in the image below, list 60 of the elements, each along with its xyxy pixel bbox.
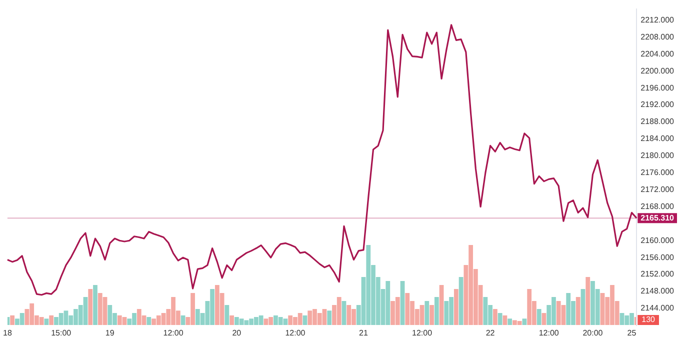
bar — [88, 289, 93, 326]
x-tick-label: 15:00 — [51, 328, 72, 338]
y-tick-label: 2172.000 — [640, 184, 675, 194]
y-tick-label: 2144.000 — [640, 304, 675, 313]
bar — [542, 313, 546, 326]
bar — [576, 297, 580, 326]
y-tick-label: 2184.000 — [640, 134, 675, 144]
x-tick-label: 12:00 — [163, 328, 184, 338]
bar — [230, 316, 234, 326]
y-tick-label: 2196.000 — [640, 83, 675, 92]
bar — [93, 285, 98, 326]
bar — [302, 316, 308, 326]
y-tick-label: 2188.000 — [640, 117, 675, 126]
y-tick-label: 2204.000 — [640, 49, 675, 58]
x-tick-label: 12:00 — [412, 328, 433, 338]
bar — [586, 277, 590, 326]
bar — [10, 316, 15, 326]
bar — [508, 318, 512, 326]
bar — [327, 310, 332, 326]
x-tick-label: 18 — [2, 328, 12, 338]
bar — [580, 289, 586, 326]
bar — [224, 305, 230, 326]
y-tick-label: 2192.000 — [640, 100, 675, 110]
x-tick-label: 22 — [486, 328, 496, 338]
x-tick-label: 21 — [359, 328, 368, 338]
y-tick-label: 2152.000 — [640, 270, 675, 279]
y-tick-label: 2200.000 — [640, 66, 675, 76]
x-tick-label: 12:00 — [538, 328, 560, 338]
x-tick-label: 20 — [232, 328, 242, 338]
bar — [430, 305, 434, 326]
y-tick-label: 2168.000 — [640, 202, 675, 211]
y-tick-label: 2148.000 — [640, 286, 675, 296]
bar — [342, 301, 346, 326]
bar — [498, 313, 502, 326]
x-tick-label: 20:00 — [582, 328, 604, 338]
bar — [44, 318, 49, 326]
ref-line-label: 2165.310 — [640, 213, 675, 222]
bar — [522, 318, 527, 326]
bar — [424, 301, 430, 326]
bar — [502, 316, 508, 326]
bar — [180, 316, 186, 326]
bar — [49, 316, 54, 326]
bar — [458, 277, 464, 326]
text: 130 — [642, 316, 656, 325]
y-tick-label: 2176.000 — [640, 168, 675, 178]
bar — [536, 309, 542, 326]
y-tick-label: 2212.000 — [640, 15, 675, 24]
bar — [454, 289, 458, 326]
x-tick-label: 19 — [105, 328, 115, 338]
x-tick-label: 25 — [627, 328, 637, 338]
bar — [439, 285, 444, 326]
y-tick-label: 2208.000 — [640, 32, 675, 42]
x-tick-label: 12:00 — [285, 328, 306, 338]
bar — [146, 317, 152, 326]
y-tick-label: 2180.000 — [640, 151, 675, 160]
bar — [400, 281, 405, 326]
y-tick-label: 2160.000 — [640, 236, 675, 245]
y-tick-label: 2156.000 — [640, 252, 675, 262]
bar — [434, 297, 439, 326]
bar — [492, 309, 498, 326]
